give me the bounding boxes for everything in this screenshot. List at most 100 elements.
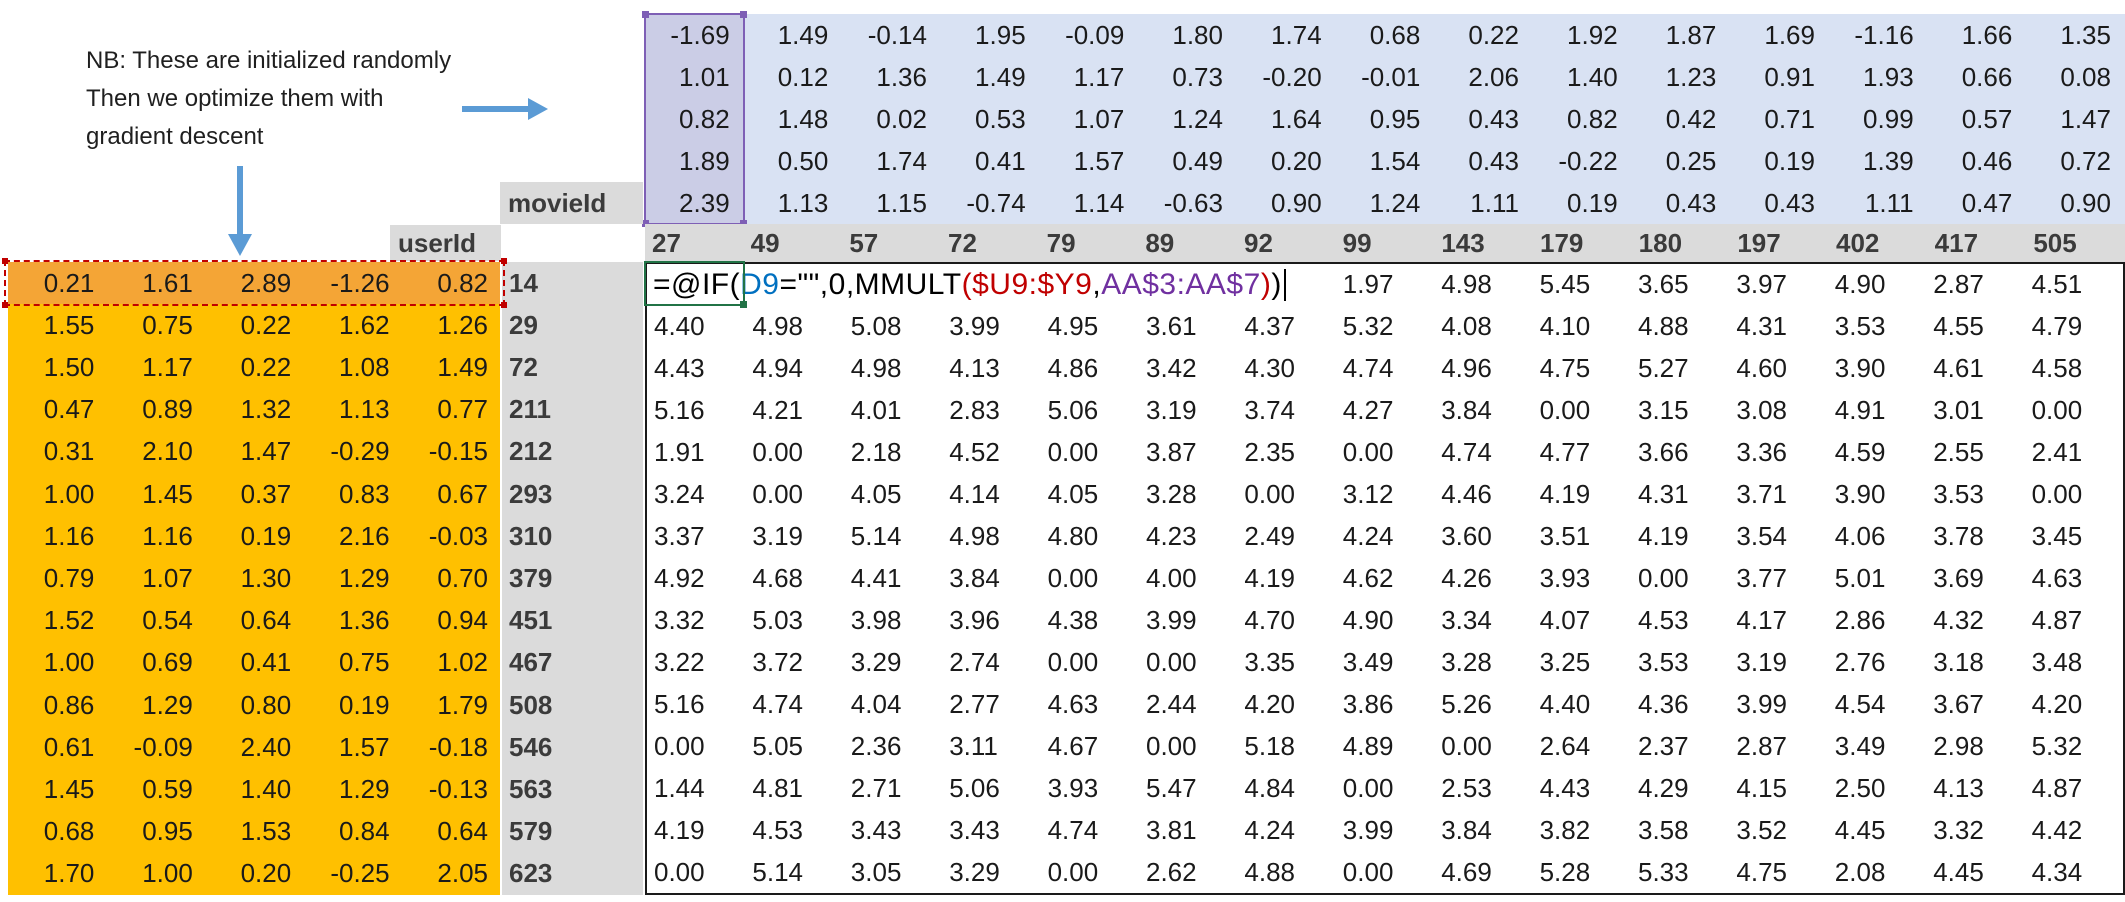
movie-factor-cell[interactable]: 0.72 — [2060, 145, 2111, 176]
user-factor-cell[interactable]: 1.61 — [106, 262, 205, 305]
user-factor-cell[interactable]: 0.67 — [437, 478, 488, 509]
prediction-cell[interactable]: 4.24 — [1244, 814, 1295, 845]
prediction-cell[interactable]: 4.74 — [1342, 353, 1394, 384]
prediction-cell[interactable]: 5.16 — [654, 688, 705, 719]
prediction-cell[interactable]: 3.84 — [1441, 395, 1492, 426]
user-factor-cell[interactable]: 1.79 — [437, 689, 488, 720]
prediction-cell[interactable]: 4.53 — [1638, 604, 1689, 635]
movie-factor-cell[interactable]: 1.11 — [1470, 187, 1519, 218]
prediction-cell[interactable]: 3.78 — [1933, 521, 1984, 552]
prediction-cell[interactable]: 0.00 — [752, 437, 803, 468]
prediction-cell[interactable]: 5.14 — [752, 856, 803, 887]
prediction-cell[interactable]: 4.75 — [1539, 353, 1591, 384]
user-factor-cell[interactable]: 1.17 — [142, 351, 193, 382]
movie-factor-cell[interactable]: 1.11 — [1864, 187, 1914, 218]
prediction-cell[interactable]: 2.64 — [1539, 730, 1591, 761]
prediction-cell[interactable]: 4.86 — [1047, 353, 1099, 384]
prediction-cell[interactable]: 4.41 — [850, 562, 902, 593]
movie-factor-cell[interactable]: -1.69 — [645, 14, 744, 56]
prediction-cell[interactable]: 4.37 — [1244, 311, 1295, 342]
prediction-cell[interactable]: 4.19 — [1244, 562, 1295, 593]
movie-id-header[interactable]: 505 — [2033, 227, 2077, 258]
prediction-cell[interactable]: 4.36 — [1638, 688, 1689, 719]
movie-factor-cell[interactable]: 1.47 — [2060, 103, 2111, 134]
user-factor-cell[interactable]: 1.29 — [338, 773, 390, 804]
user-factor-cell[interactable]: 0.77 — [437, 394, 488, 425]
prediction-cell[interactable]: 3.97 — [1736, 269, 1787, 300]
prediction-cell[interactable]: 3.98 — [850, 604, 902, 635]
user-factor-cell[interactable]: 1.02 — [437, 647, 488, 678]
prediction-cell[interactable]: 3.58 — [1638, 814, 1689, 845]
movie-factor-cell[interactable]: 1.57 — [1073, 145, 1125, 176]
prediction-cell[interactable]: 0.00 — [1539, 395, 1591, 426]
prediction-cell[interactable]: 3.72 — [752, 646, 803, 677]
prediction-cell[interactable]: 4.89 — [1342, 730, 1394, 761]
prediction-cell[interactable]: 4.10 — [1539, 311, 1591, 342]
user-factor-cell[interactable]: 0.75 — [142, 309, 193, 340]
prediction-cell[interactable]: 2.44 — [1146, 688, 1197, 719]
user-factor-cell[interactable]: 1.13 — [338, 394, 390, 425]
user-factor-cell[interactable]: 0.22 — [240, 351, 292, 382]
prediction-cell[interactable]: 3.28 — [1146, 479, 1197, 510]
movie-factor-cell[interactable]: -0.09 — [1065, 19, 1125, 50]
prediction-cell[interactable]: 4.31 — [1638, 479, 1689, 510]
movie-id-header[interactable]: 92 — [1243, 227, 1273, 258]
prediction-cell[interactable]: 4.19 — [1638, 521, 1689, 552]
prediction-cell[interactable]: 5.05 — [752, 730, 803, 761]
movie-factor-cell[interactable]: -0.20 — [1262, 61, 1322, 92]
prediction-cell[interactable]: 4.53 — [752, 814, 803, 845]
prediction-cell[interactable]: 3.25 — [1539, 646, 1591, 677]
movie-factor-cell[interactable]: 1.93 — [1863, 61, 1914, 92]
movie-factor-cell[interactable]: 0.43 — [1468, 103, 1519, 134]
prediction-cell[interactable]: 3.45 — [2031, 521, 2083, 552]
prediction-cell[interactable]: 4.74 — [752, 688, 803, 719]
prediction-cell[interactable]: 0.00 — [1146, 730, 1197, 761]
movie-factor-cell[interactable]: 1.39 — [1863, 145, 1914, 176]
prediction-cell[interactable]: 5.28 — [1539, 856, 1591, 887]
prediction-cell[interactable]: 3.35 — [1244, 646, 1295, 677]
prediction-cell[interactable]: 3.53 — [1638, 646, 1689, 677]
prediction-cell[interactable]: 4.15 — [1736, 772, 1787, 803]
prediction-cell[interactable]: 2.41 — [2031, 437, 2083, 468]
user-id-row-header[interactable]: 379 — [509, 562, 553, 593]
prediction-cell[interactable]: 4.40 — [654, 311, 705, 342]
user-id-label[interactable]: userId — [390, 225, 501, 261]
prediction-cell[interactable]: 3.49 — [1834, 730, 1886, 761]
movie-id-header[interactable]: 72 — [947, 227, 977, 258]
prediction-cell[interactable]: 5.14 — [850, 521, 902, 552]
movie-factor-cell[interactable]: 0.82 — [645, 98, 744, 140]
movie-factor-cell[interactable]: 1.64 — [1271, 103, 1322, 134]
movie-factor-cell[interactable]: -1.16 — [1854, 19, 1914, 50]
prediction-cell[interactable]: 2.49 — [1244, 521, 1295, 552]
user-factor-cell[interactable]: 1.16 — [142, 520, 193, 551]
user-factor-cell[interactable]: 1.26 — [437, 309, 488, 340]
user-id-row-header[interactable]: 563 — [509, 773, 553, 804]
user-factor-cell[interactable]: 0.47 — [43, 394, 95, 425]
user-factor-cell[interactable]: 0.70 — [437, 562, 488, 593]
prediction-cell[interactable]: 3.81 — [1146, 814, 1197, 845]
prediction-cell[interactable]: 4.88 — [1244, 856, 1295, 887]
user-factor-cell[interactable]: 0.69 — [142, 647, 193, 678]
user-factor-cell[interactable]: 0.82 — [401, 262, 500, 305]
user-factor-cell[interactable]: 0.94 — [437, 605, 488, 636]
movie-id-header[interactable]: 79 — [1046, 227, 1076, 258]
prediction-cell[interactable]: 3.32 — [654, 604, 705, 635]
prediction-cell[interactable]: 2.55 — [1933, 437, 1984, 468]
prediction-cell[interactable]: 4.98 — [752, 311, 803, 342]
movie-factor-cell[interactable]: 2.39 — [645, 182, 744, 224]
user-factor-cell[interactable]: 1.16 — [43, 520, 95, 551]
user-factor-cell[interactable]: 1.62 — [338, 309, 390, 340]
prediction-cell[interactable]: 3.37 — [654, 521, 705, 552]
prediction-cell[interactable]: 4.63 — [1047, 688, 1099, 719]
prediction-cell[interactable]: 4.34 — [2031, 856, 2083, 887]
prediction-cell[interactable]: 4.45 — [1834, 814, 1886, 845]
user-factor-cell[interactable]: 1.55 — [43, 309, 95, 340]
prediction-cell[interactable]: 3.60 — [1441, 521, 1492, 552]
prediction-cell[interactable]: 4.62 — [1342, 562, 1394, 593]
movie-factor-cell[interactable]: 0.25 — [1665, 145, 1717, 176]
prediction-cell[interactable]: 4.81 — [752, 772, 803, 803]
prediction-cell[interactable]: 5.06 — [1047, 395, 1099, 426]
prediction-cell[interactable]: 4.46 — [1441, 479, 1492, 510]
prediction-cell[interactable]: 2.71 — [850, 772, 902, 803]
prediction-cell[interactable]: 4.17 — [1736, 604, 1787, 635]
